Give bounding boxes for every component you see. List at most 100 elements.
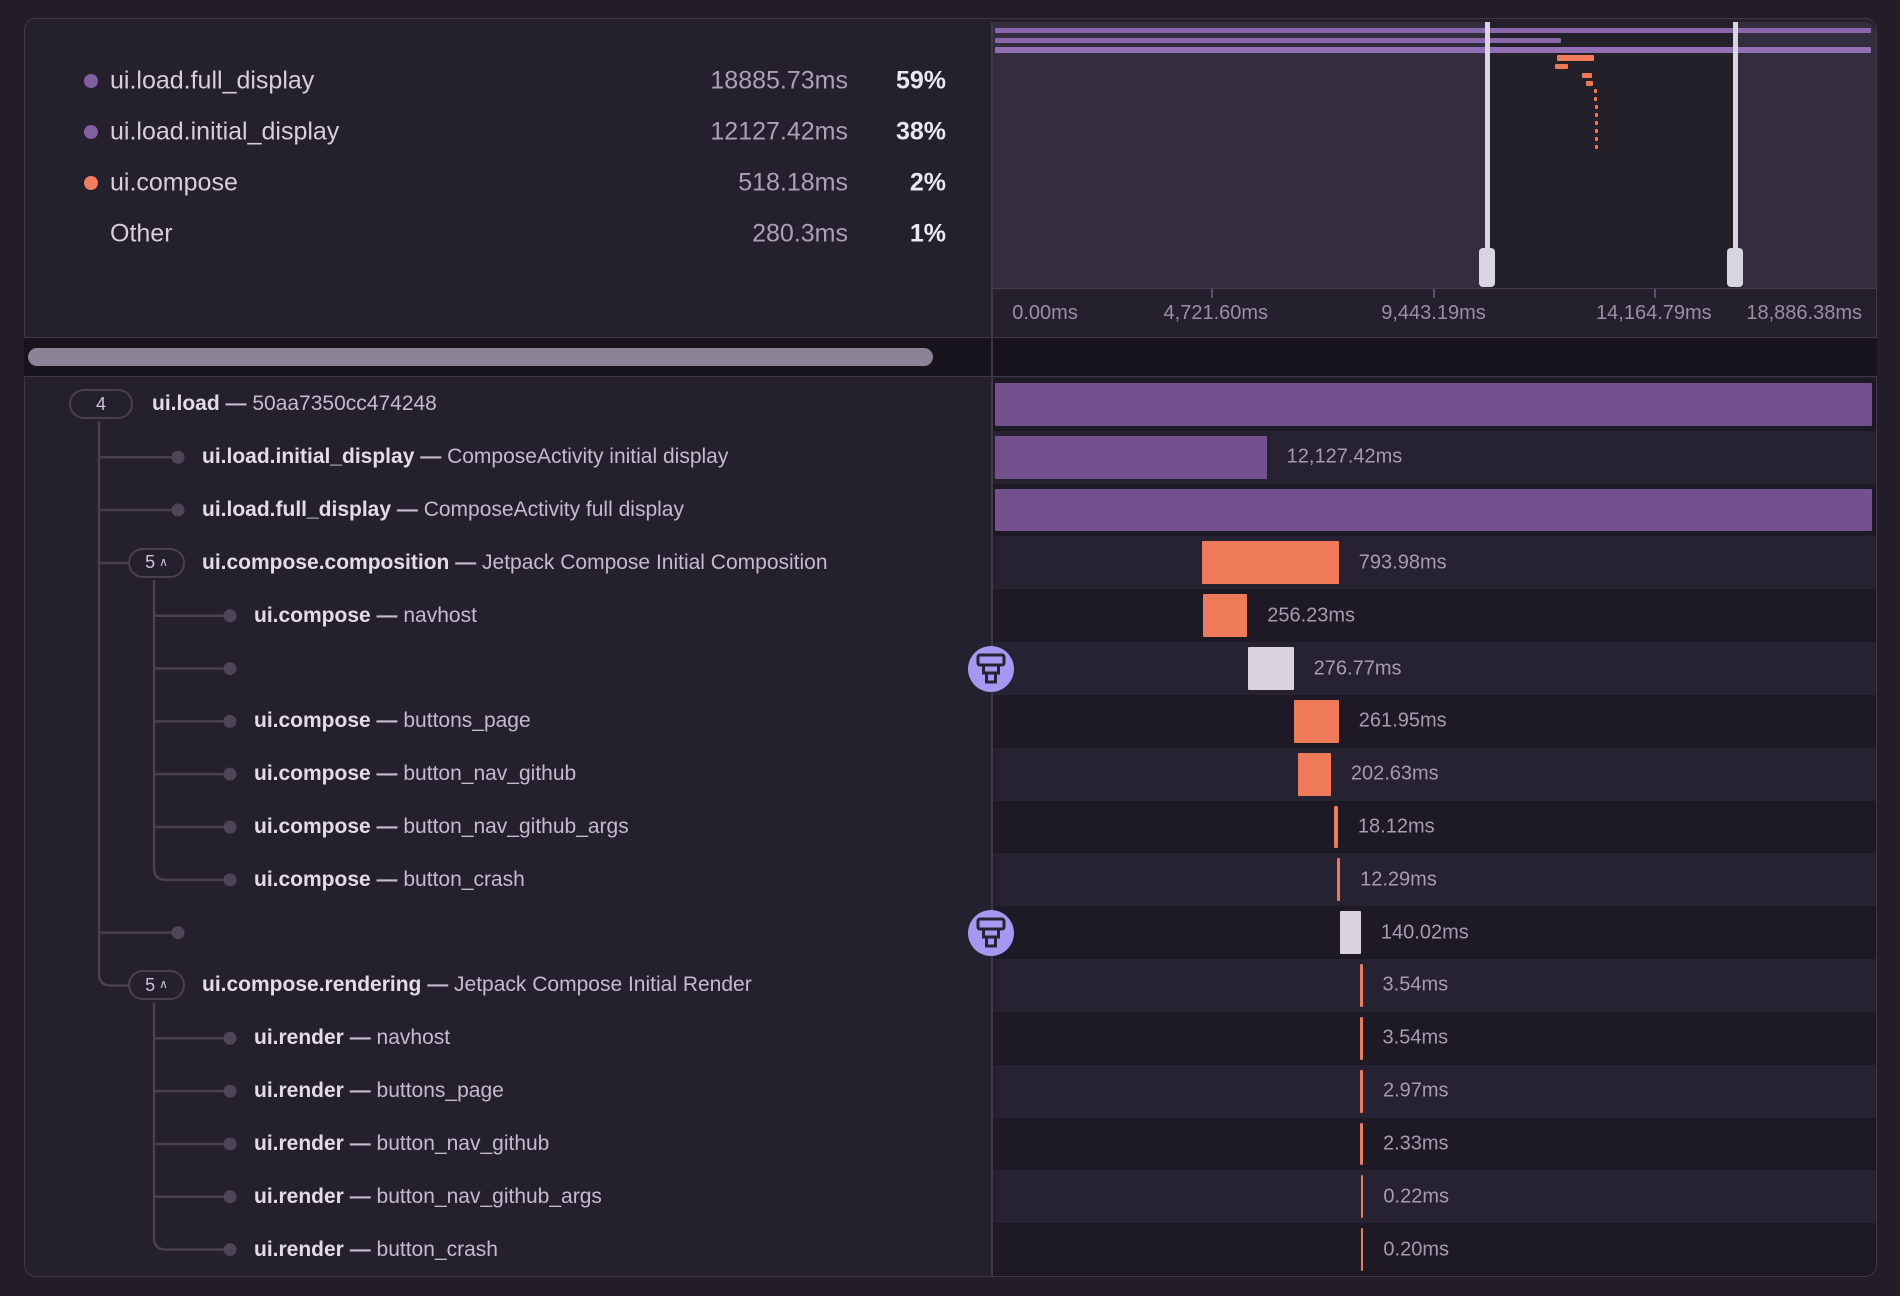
minimap-span-bar — [1585, 81, 1593, 86]
span-duration-bar[interactable] — [1360, 1122, 1363, 1166]
op-description-separator: — — [343, 1131, 377, 1155]
span-description: Jetpack Compose Initial Composition — [482, 550, 828, 574]
span-duration-bar[interactable] — [994, 488, 1872, 532]
waterfall-row[interactable]: 793.98ms — [991, 536, 1876, 590]
waterfall-row[interactable]: 18.12ms — [991, 800, 1876, 854]
badge-count: 5 — [145, 974, 156, 995]
span-duration-bar[interactable] — [1333, 805, 1338, 849]
waterfall-row[interactable]: 256.23ms — [991, 589, 1876, 643]
span-duration-label: 2.33ms — [1382, 1132, 1449, 1155]
horizontal-scrollbar-thumb[interactable] — [28, 348, 933, 366]
span-duration-bar[interactable] — [994, 383, 1872, 426]
span-description: button_nav_github — [403, 762, 577, 786]
span-description: ComposeActivity initial display — [447, 445, 729, 469]
connector-dot — [223, 714, 237, 728]
waterfall-row[interactable]: 12.29ms — [991, 853, 1876, 907]
minimap-handle-line[interactable] — [1484, 22, 1490, 248]
minimap-selected-window[interactable] — [1487, 22, 1736, 288]
span-tree-row[interactable]: ui.compose — button_crash — [254, 868, 525, 892]
span-children-count-badge[interactable]: 5 ∧ — [128, 970, 185, 1001]
time-axis: 0.00ms 4,721.60ms 9,443.19ms 14,164.79ms 18,… — [991, 288, 1876, 337]
minimap-handle-grip[interactable] — [1727, 248, 1744, 287]
span-duration-bar[interactable] — [1360, 1228, 1364, 1271]
waterfall-row[interactable]: 202.63ms — [991, 747, 1876, 801]
op-color-dot — [84, 74, 98, 88]
span-tree-row[interactable]: ui.load.initial_display — ComposeActivit… — [202, 445, 728, 469]
span-op: ui.render — [254, 1131, 344, 1155]
span-tree-row[interactable]: ui.compose — navhost — [254, 604, 477, 628]
span-duration-bar[interactable] — [994, 435, 1267, 479]
span-duration-bar[interactable] — [1339, 911, 1361, 955]
span-tree-row[interactable]: ui.compose — button_nav_github_args — [254, 815, 629, 839]
waterfall-row[interactable]: 140.02ms — [991, 906, 1876, 960]
op-description-separator: — — [370, 815, 404, 838]
span-tree-row[interactable]: ui.render — button_nav_github_args — [254, 1185, 602, 1209]
span-tree-row[interactable]: ui.render — button_crash — [254, 1238, 498, 1262]
connector-dot — [171, 926, 185, 940]
trace-minimap[interactable] — [991, 22, 1876, 288]
minimap-span-bar — [1593, 89, 1597, 93]
minimap-handle-grip[interactable] — [1479, 248, 1496, 287]
span-duration-bar[interactable] — [1360, 1069, 1363, 1113]
axis-tick-label: 0.00ms — [1012, 302, 1078, 324]
span-duration-bar[interactable] — [1293, 699, 1339, 743]
axis-tick — [1653, 289, 1656, 298]
legend-percent-value: 38% — [895, 117, 946, 146]
span-tree-row[interactable]: ui.compose.rendering — Jetpack Compose I… — [202, 973, 752, 997]
span-duration-label: 3.54ms — [1382, 1026, 1449, 1049]
legend-op-label: ui.compose — [110, 168, 238, 197]
span-tree-row[interactable]: ui.compose.composition — Jetpack Compose… — [202, 551, 828, 575]
waterfall-row[interactable]: 3.54ms — [991, 1011, 1876, 1065]
span-description: navhost — [376, 1026, 451, 1050]
waterfall-row[interactable]: 261.95ms — [991, 694, 1876, 748]
waterfall-row[interactable] — [991, 378, 1876, 431]
span-tree-row[interactable]: ui.render — button_nav_github — [254, 1132, 549, 1156]
op-color-dot — [84, 176, 98, 190]
op-description-separator: — — [343, 1237, 377, 1261]
waterfall-row[interactable]: 2.33ms — [991, 1117, 1876, 1171]
waterfall-row[interactable]: 12,127.42ms — [991, 430, 1876, 484]
waterfall-row[interactable]: 3.54ms — [991, 959, 1876, 1012]
span-tree-row[interactable]: ui.load — 50aa7350cc474248 — [152, 392, 437, 416]
axis-tick-label: 18,886.38ms — [1746, 302, 1862, 324]
span-duration-bar[interactable] — [1360, 1016, 1363, 1060]
span-duration-label: 793.98ms — [1358, 551, 1447, 574]
span-children-count-badge[interactable]: 5 ∧ — [128, 547, 185, 578]
profile-icon[interactable] — [968, 645, 1014, 692]
span-duration-bar[interactable] — [1360, 964, 1363, 1007]
profile-icon[interactable] — [968, 909, 1014, 956]
span-tree-row[interactable]: ui.compose — buttons_page — [254, 709, 531, 733]
span-children-count-badge[interactable]: 4 — [69, 389, 133, 420]
connector-dot — [223, 1084, 237, 1098]
span-duration-label: 18.12ms — [1357, 815, 1435, 838]
minimap-handle-line[interactable] — [1732, 22, 1738, 248]
span-duration-bar[interactable] — [1201, 541, 1339, 585]
span-op: ui.load — [152, 392, 220, 416]
minimap-span-bar — [1554, 64, 1568, 69]
span-tree-row[interactable]: ui.load.full_display — ComposeActivity f… — [202, 498, 684, 522]
connector-dot — [223, 1243, 237, 1257]
span-duration-bar[interactable] — [1337, 858, 1341, 902]
waterfall-row[interactable]: 276.77ms — [991, 642, 1876, 695]
horizontal-scrollbar[interactable] — [24, 337, 1877, 377]
span-duration-bar[interactable] — [1247, 647, 1294, 690]
span-op: ui.load.initial_display — [202, 445, 415, 469]
waterfall-row[interactable]: 0.20ms — [991, 1223, 1876, 1276]
connector-dot — [223, 1137, 237, 1151]
waterfall-row[interactable]: 2.97ms — [991, 1064, 1876, 1118]
span-tree-row[interactable]: ui.compose — button_nav_github — [254, 762, 576, 786]
waterfall-row[interactable] — [991, 483, 1876, 537]
span-duration-bar[interactable] — [1360, 1175, 1364, 1219]
span-description: buttons_page — [403, 709, 531, 733]
legend-duration-value: 12127.42ms — [710, 117, 848, 146]
minimap-span-bar — [1594, 105, 1598, 109]
waterfall-row[interactable]: 0.22ms — [991, 1170, 1876, 1224]
span-duration-bar[interactable] — [1202, 594, 1248, 638]
span-duration-bar[interactable] — [1298, 752, 1331, 796]
minimap-span-bar — [994, 38, 1562, 43]
span-tree-row[interactable]: ui.render — buttons_page — [254, 1079, 504, 1103]
span-description: button_crash — [403, 867, 525, 891]
span-tree-row[interactable]: ui.render — navhost — [254, 1026, 450, 1050]
minimap-span-bar — [994, 47, 1872, 53]
